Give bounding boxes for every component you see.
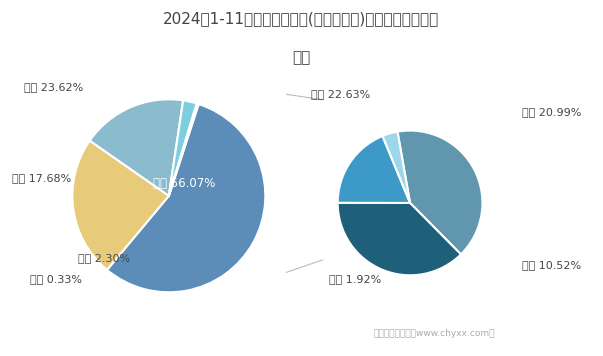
Wedge shape [72, 141, 169, 270]
Wedge shape [90, 99, 183, 196]
Text: 江苏 1.92%: 江苏 1.92% [329, 274, 381, 284]
Text: 西南 2.30%: 西南 2.30% [78, 253, 130, 263]
Text: 山东 22.63%: 山东 22.63% [311, 89, 370, 99]
Wedge shape [382, 132, 410, 203]
Text: 计图: 计图 [292, 50, 311, 65]
Wedge shape [338, 136, 410, 203]
Text: 2024年1-11月中国家用冷柜(家用冷冻箱)产量大区占比统计: 2024年1-11月中国家用冷柜(家用冷冻箱)产量大区占比统计 [163, 11, 440, 26]
Wedge shape [338, 203, 461, 275]
Text: 浙江 10.52%: 浙江 10.52% [522, 260, 581, 270]
Text: 华中 17.68%: 华中 17.68% [12, 173, 71, 183]
Wedge shape [397, 131, 482, 255]
Wedge shape [169, 104, 198, 196]
Text: 西北 0.33%: 西北 0.33% [30, 274, 82, 284]
Wedge shape [107, 104, 265, 292]
Wedge shape [169, 100, 197, 196]
Text: 安徽 20.99%: 安徽 20.99% [522, 107, 581, 117]
Text: 华东 56.07%: 华东 56.07% [153, 177, 215, 190]
Text: 制图：智研咨询（www.chyxx.com）: 制图：智研咨询（www.chyxx.com） [373, 329, 495, 338]
Text: 华南 23.62%: 华南 23.62% [24, 82, 83, 92]
